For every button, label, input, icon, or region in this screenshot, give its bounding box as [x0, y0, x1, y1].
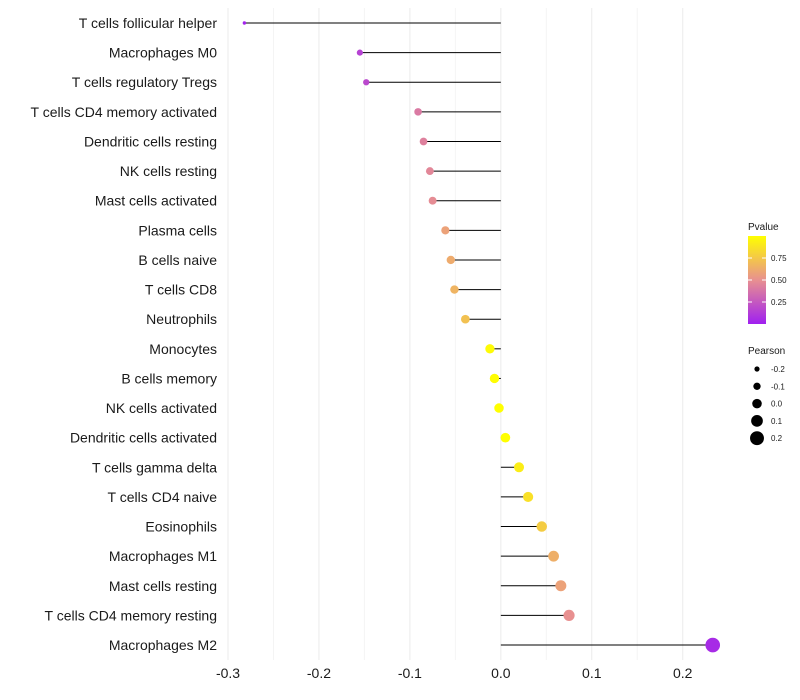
lollipop-point: [489, 373, 500, 384]
lollipop-point: [446, 255, 455, 265]
size-legend-dot: [752, 398, 762, 409]
pearson-legend-title: Pearson: [748, 346, 785, 357]
lollipop-point: [548, 550, 559, 562]
size-legend-label: 0.1: [771, 417, 783, 426]
category-label: Macrophages M0: [109, 45, 217, 61]
lollipop-point: [485, 344, 495, 354]
size-legend-dot: [751, 415, 763, 427]
grid-lines: [227, 8, 684, 660]
category-label: T cells regulatory Tregs: [72, 74, 217, 90]
lollipop-point: [419, 137, 428, 146]
lollipop-stems: [244, 22, 713, 646]
x-tick-label: 0.2: [673, 665, 693, 681]
category-label: Mast cells resting: [109, 578, 217, 594]
lollipop-point: [536, 521, 548, 532]
lollipop-point: [428, 196, 437, 205]
category-label: Monocytes: [149, 341, 217, 357]
category-label: T cells CD4 memory activated: [31, 104, 217, 120]
category-label: T cells gamma delta: [92, 459, 217, 475]
lollipop-point: [500, 432, 511, 443]
lollipop-point: [242, 21, 247, 25]
size-legend-label: 0.2: [771, 434, 783, 443]
x-tick-label: -0.2: [307, 665, 331, 681]
pvalue-colorbar-ticks: 0.25 0.50 0.75: [748, 254, 787, 307]
lollipop-point: [414, 108, 422, 116]
category-label: NK cells resting: [120, 163, 217, 179]
size-legend-label: 0.0: [771, 400, 783, 409]
category-label: Dendritic cells resting: [84, 133, 217, 149]
lollipop-point: [494, 403, 504, 413]
category-label: Macrophages M2: [109, 637, 217, 653]
pearson-size-legend: -0.2 -0.1 0.0 0.1 0.2: [750, 365, 785, 446]
category-label: NK cells activated: [106, 400, 217, 416]
category-label: Eosinophils: [145, 519, 217, 535]
category-label: Dendritic cells activated: [70, 430, 217, 446]
category-label: Mast cells activated: [95, 193, 217, 209]
size-legend-label: -0.2: [771, 365, 785, 374]
lollipop-points: [242, 21, 721, 653]
category-label: B cells naive: [138, 252, 217, 268]
category-label: B cells memory: [121, 370, 217, 386]
x-tick-label: -0.1: [398, 665, 422, 681]
x-tick-label: 0.0: [491, 665, 511, 681]
pvalue-colorbar: [748, 236, 766, 324]
category-label: T cells follicular helper: [79, 15, 218, 31]
size-legend-dot: [754, 366, 760, 372]
y-axis-labels: T cells follicular helper Macrophages M0 T…: [31, 15, 218, 653]
lollipop-point: [461, 314, 470, 324]
legends: Pvalue 0.25 0.50 0.75 Pearson -0.2 -0.1 0.0 0…: [748, 222, 787, 446]
lollipop-point: [555, 580, 567, 592]
x-tick-label: 0.1: [582, 665, 602, 681]
colorbar-tick-label: 0.50: [771, 276, 787, 285]
colorbar-tick-label: 0.25: [771, 298, 787, 307]
x-tick-label: -0.3: [216, 665, 240, 681]
category-label: T cells CD4 naive: [108, 489, 218, 505]
lollipop-point: [563, 609, 575, 621]
lollipop-point: [441, 226, 450, 235]
category-label: T cells CD4 memory resting: [45, 607, 217, 623]
lollipop-point: [425, 167, 434, 176]
x-axis-labels: -0.3 -0.2 -0.1 0.0 0.1 0.2: [216, 665, 693, 681]
lollipop-point: [450, 285, 459, 294]
size-legend-dot: [753, 382, 761, 390]
category-label: T cells CD8: [145, 282, 217, 298]
pvalue-legend-title: Pvalue: [748, 222, 779, 233]
lollipop-point: [356, 49, 363, 56]
category-label: Plasma cells: [138, 222, 217, 238]
lollipop-point: [363, 79, 370, 86]
category-label: Neutrophils: [146, 311, 217, 327]
size-legend-dot: [750, 431, 764, 446]
size-legend-label: -0.1: [771, 382, 785, 391]
category-label: Macrophages M1: [109, 548, 217, 564]
lollipop-point: [523, 491, 534, 503]
lollipop-point: [705, 637, 721, 653]
colorbar-tick-label: 0.75: [771, 254, 787, 263]
lollipop-point: [514, 462, 525, 473]
